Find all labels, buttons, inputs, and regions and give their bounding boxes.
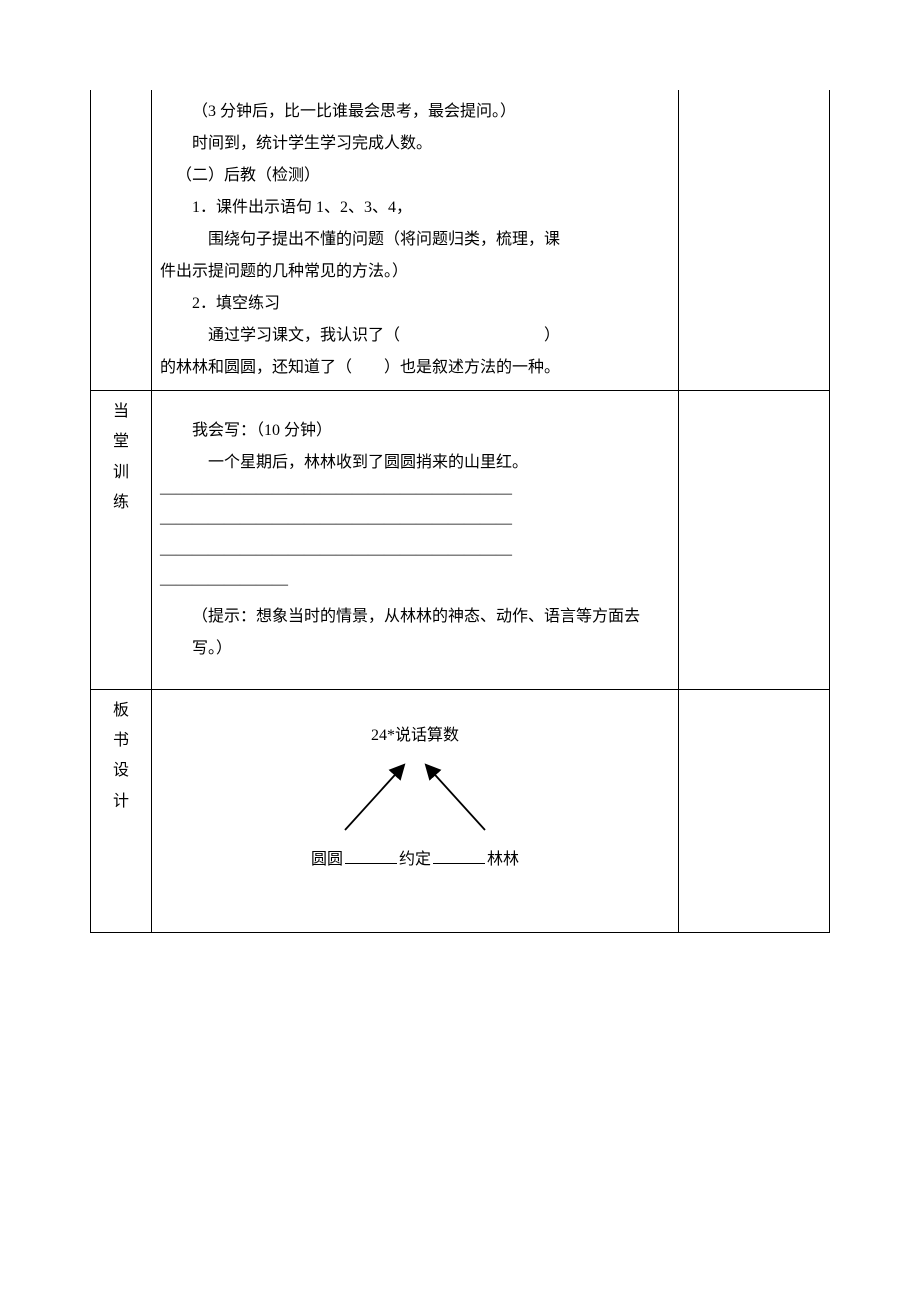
diagram-right-label: 林林 (487, 851, 519, 868)
row3-label-char-2: 设 (99, 756, 143, 786)
row-practice: 当 堂 训 练 我会写：（10 分钟） 一个星期后，林林收到了圆圆捎来的山里红。… (91, 391, 830, 690)
row2-notes-cell (679, 391, 830, 690)
row2-spacer-bottom (160, 665, 670, 683)
diagram-underline-1 (345, 847, 397, 864)
lesson-plan-table: （3 分钟后，比一比谁最会思考，最会提问。） 时间到，统计学生学习完成人数。 （… (90, 90, 830, 933)
diagram-left-label: 圆圆 (311, 851, 343, 868)
row1-line-6: 2．填空练习 (160, 288, 670, 320)
row1-line-0: （3 分钟后，比一比谁最会思考，最会提问。） (160, 96, 670, 128)
row1-line-3: 1．课件出示语句 1、2、3、4， (160, 192, 670, 224)
row2-content-cell: 我会写：（10 分钟） 一个星期后，林林收到了圆圆捎来的山里红。 ———————… (152, 391, 679, 690)
row2-label-char-2: 训 (99, 458, 143, 488)
diagram-bottom-row: 圆圆 约定 林林 (160, 844, 670, 876)
row-board-design: 板 书 设 计 24*说话算数 (91, 689, 830, 932)
row1-line-4: 围绕句子提出不懂的问题（将问题归类，梳理，课 (160, 224, 670, 256)
arrow-left (345, 766, 403, 830)
row3-label-char-3: 计 (99, 787, 143, 817)
row-continuation: （3 分钟后，比一比谁最会思考，最会提问。） 时间到，统计学生学习完成人数。 （… (91, 90, 830, 391)
row1-line-5: 件出示提问题的几种常见的方法。） (160, 256, 670, 288)
row2-hint: （提示：想象当时的情景，从林林的神态、动作、语言等方面去写。） (160, 601, 670, 665)
board-diagram: 24*说话算数 圆圆 约定 林林 (160, 696, 670, 926)
row1-line-8: 的林林和圆圆，还知道了（ ）也是叙述方法的一种。 (160, 352, 670, 384)
row2-label-cell: 当 堂 训 练 (91, 391, 152, 690)
row3-label-char-0: 板 (99, 696, 143, 726)
row2-prompt: 一个星期后，林林收到了圆圆捎来的山里红。 (160, 447, 670, 479)
row2-label-char-1: 堂 (99, 427, 143, 457)
row1-notes-cell (679, 90, 830, 391)
row2-blank-line-4: ———————— (160, 570, 670, 600)
page: （3 分钟后，比一比谁最会思考，最会提问。） 时间到，统计学生学习完成人数。 （… (0, 0, 920, 973)
row2-blank-line-2: —————————————————————— (160, 509, 670, 539)
row2-heading: 我会写：（10 分钟） (160, 415, 670, 447)
diagram-arrows (315, 752, 515, 842)
row3-label-cell: 板 书 设 计 (91, 689, 152, 932)
row3-content-cell: 24*说话算数 圆圆 约定 林林 (152, 689, 679, 932)
arrow-right (427, 766, 485, 830)
row2-label-char-3: 练 (99, 488, 143, 518)
row1-label-cell (91, 90, 152, 391)
diagram-mid-label: 约定 (399, 851, 431, 868)
row2-label-char-0: 当 (99, 397, 143, 427)
row1-line-2: （二）后教（检测） (160, 160, 670, 192)
row3-label-char-1: 书 (99, 726, 143, 756)
diagram-underline-2 (433, 847, 485, 864)
row1-content-cell: （3 分钟后，比一比谁最会思考，最会提问。） 时间到，统计学生学习完成人数。 （… (152, 90, 679, 391)
row1-line-7: 通过学习课文，我认识了（ ） (160, 320, 670, 352)
row2-blank-line-3: —————————————————————— (160, 540, 670, 570)
row3-notes-cell (679, 689, 830, 932)
row2-spacer-top (160, 397, 670, 415)
row2-blank-line-1: —————————————————————— (160, 479, 670, 509)
diagram-title: 24*说话算数 (160, 720, 670, 752)
row1-line-1: 时间到，统计学生学习完成人数。 (160, 128, 670, 160)
